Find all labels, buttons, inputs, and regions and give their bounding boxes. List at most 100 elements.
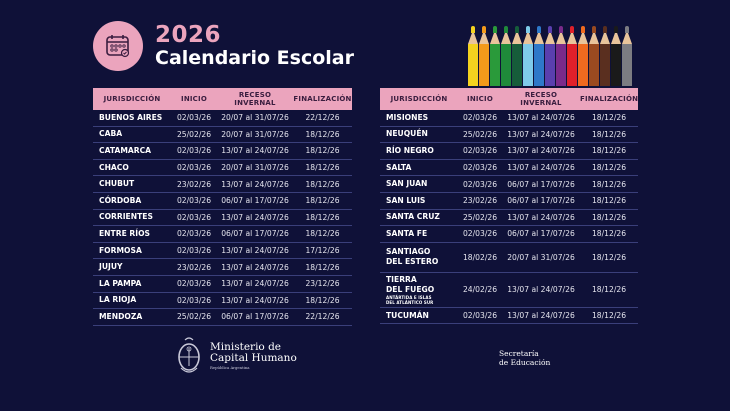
cell-jurisdiccion: ENTRE RÍOS [99,228,150,238]
cell-receso: 06/07 al 17/07/26 [507,229,575,239]
cell-receso: 13/07 al 24/07/26 [221,262,289,272]
cell-finalizacion: 18/12/26 [305,262,340,272]
pencil-icon [622,26,632,86]
cell-inicio: 25/02/26 [462,129,498,139]
cell-receso: 13/07 al 24/07/26 [507,113,575,123]
cell-inicio: 02/03/26 [176,295,212,305]
pencil-icon [490,26,500,86]
table-row: CHACO 02/03/26 20/07 al 31/07/26 18/12/26 [93,160,352,177]
table-row: CÓRDOBA 02/03/26 06/07 al 17/07/26 18/12/26 [93,193,352,210]
cell-jurisdiccion: CÓRDOBA [99,195,142,205]
cell-finalizacion: 18/12/26 [591,229,627,239]
cell-jurisdiccion: CATAMARCA [99,145,152,155]
pencil-icon [523,26,533,86]
calendar-table-right: JURISDICCIÓN INICIO RECESO INVERNAL FINAL… [380,88,638,325]
secretary-logo: Secretaría de Educación [499,349,550,367]
table-row: SANTIAGO DEL ESTERO 18/02/26 20/07 al 31/07… [380,243,638,273]
cell-inicio: 02/03/26 [176,146,212,156]
ministry-logo: Ministerio de Capital Humano República A… [176,336,297,376]
cell-finalizacion: 18/12/26 [591,113,627,123]
cell-finalizacion: 22/12/26 [305,113,340,123]
table-row: MISIONES 02/03/26 13/07 al 24/07/26 18/12/2… [380,110,638,127]
pencil-icon [501,26,511,86]
table-row: ENTRE RÍOS 02/03/26 06/07 al 17/07/26 18/12… [93,226,352,243]
cell-inicio: 23/02/26 [176,179,212,189]
pencil-icon [479,26,489,86]
cell-finalizacion: 18/12/26 [591,146,627,156]
table-row: CORRIENTES 02/03/26 13/07 al 24/07/26 18/12… [93,210,352,227]
pencil-icon [556,26,566,86]
cell-jurisdiccion: NEUQUÉN [386,129,428,139]
ministry-name-line1: Ministerio de [210,340,282,353]
cell-inicio: 02/03/26 [176,246,212,256]
table-row: NEUQUÉN 25/02/26 13/07 al 24/07/26 18/12/26 [380,127,638,144]
ministry-country: República Argentina [210,364,250,370]
cell-jurisdiccion: SANTIAGO DEL ESTERO [386,247,439,267]
table-row: LA PAMPA 02/03/26 13/07 al 24/07/26 23/12/2… [93,276,352,293]
cell-inicio: 24/02/26 [462,285,498,295]
cell-finalizacion: 18/12/26 [305,295,340,305]
column-header-finalizacion: FINALIZACIÓN [293,95,352,103]
cell-receso: 13/07 al 24/07/26 [221,246,289,256]
table-row: BUENOS AIRES 02/03/26 20/07 al 31/07/26 22/… [93,110,352,127]
cell-jurisdiccion: SALTA [386,162,412,172]
cell-jurisdiccion: SAN JUAN [386,179,428,189]
cell-receso: 20/07 al 31/07/26 [221,113,289,123]
cell-inicio: 23/02/26 [176,262,212,272]
cell-jurisdiccion: TIERRA DEL FUEGO ANTÁRTIDA E ISLAS DEL ATLÁ… [380,275,458,305]
cell-finalizacion: 23/12/26 [305,279,340,289]
cell-finalizacion: 18/12/26 [305,129,340,139]
cell-jurisdiccion: TUCUMÁN [386,310,429,320]
cell-receso: 06/07 al 17/07/26 [221,196,289,206]
table-row: FORMOSA 02/03/26 13/07 al 24/07/26 17/12/26 [93,243,352,260]
cell-inicio: 02/03/26 [462,113,498,123]
cell-finalizacion: 18/12/26 [305,163,340,173]
column-header-jurisdiccion: JURISDICCIÓN [390,95,448,103]
table-body: BUENOS AIRES 02/03/26 20/07 al 31/07/26 22/… [93,110,352,326]
cell-finalizacion: 17/12/26 [305,246,340,256]
cell-finalizacion: 18/12/26 [305,179,340,189]
table-row: SAN LUIS 23/02/26 06/07 al 17/07/26 18/12/2… [380,193,638,210]
pencil-icon [589,26,599,86]
page-header: 2026 Calendario Escolar [93,21,354,71]
pencil-icon [611,26,621,86]
table-row: JUJUY 23/02/26 13/07 al 24/07/26 18/12/26 [93,259,352,276]
cell-receso: 20/07 al 31/07/26 [221,163,289,173]
cell-finalizacion: 18/12/26 [591,129,627,139]
cell-jurisdiccion: MENDOZA [99,311,143,321]
pencil-icon [545,26,555,86]
table-row: TUCUMÁN 02/03/26 13/07 al 24/07/26 18/12/26 [380,308,638,325]
cell-finalizacion: 18/12/26 [591,252,627,262]
column-header-jurisdiccion: JURISDICCIÓN [103,95,161,103]
cell-inicio: 18/02/26 [462,252,498,262]
cell-receso: 13/07 al 24/07/26 [221,146,289,156]
column-header-inicio: INICIO [181,95,207,103]
cell-inicio: 02/03/26 [176,163,212,173]
cell-jurisdiccion: CORRIENTES [99,212,153,222]
column-header-receso: RECESO INVERNAL [234,91,276,107]
table-row: SAN JUAN 02/03/26 06/07 al 17/07/26 18/12/2… [380,176,638,193]
cell-jurisdiccion: FORMOSA [99,245,142,255]
page-title: Calendario Escolar [155,47,354,69]
table-row: SALTA 02/03/26 13/07 al 24/07/26 18/12/26 [380,160,638,177]
table-row: TIERRA DEL FUEGO ANTÁRTIDA E ISLAS DEL ATLÁ… [380,273,638,308]
cell-receso: 13/07 al 24/07/26 [507,285,575,295]
cell-jurisdiccion: SANTA FE [386,228,428,238]
cell-inicio: 25/02/26 [176,129,212,139]
cell-receso: 13/07 al 24/07/26 [221,295,289,305]
cell-jurisdiccion: LA PAMPA [99,278,142,288]
table-row: CHUBUT 23/02/26 13/07 al 24/07/26 18/12/26 [93,176,352,193]
cell-finalizacion: 18/12/26 [305,146,340,156]
cell-jurisdiccion: LA RIOJA [99,295,137,305]
cell-jurisdiccion: JUJUY [99,262,123,272]
cell-inicio: 02/03/26 [462,229,498,239]
cell-receso: 13/07 al 24/07/26 [221,179,289,189]
table-row: CATAMARCA 02/03/26 13/07 al 24/07/26 18/12/… [93,143,352,160]
ministry-name-line2: Capital Humano [210,351,297,364]
cell-inicio: 02/03/26 [462,179,498,189]
cell-inicio: 02/03/26 [462,146,498,156]
cell-receso: 13/07 al 24/07/26 [507,129,575,139]
cell-inicio: 02/03/26 [462,163,498,173]
cell-finalizacion: 18/12/26 [591,212,627,222]
cell-receso: 13/07 al 24/07/26 [221,212,289,222]
